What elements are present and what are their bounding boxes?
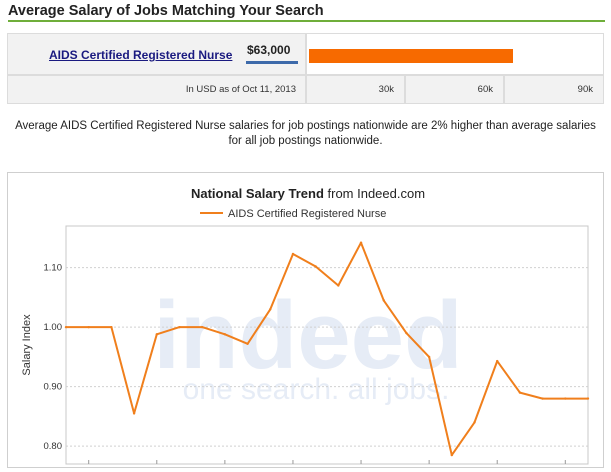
data-point bbox=[586, 397, 590, 400]
job-title-link[interactable]: AIDS Certified Registered Nurse bbox=[49, 48, 233, 62]
scale-tick-label: 90k bbox=[577, 84, 593, 95]
data-point bbox=[427, 355, 431, 359]
data-point bbox=[564, 397, 567, 400]
watermark-tagline: one search. all jobs. bbox=[183, 373, 450, 406]
plot-frame bbox=[65, 225, 589, 465]
salary-amount-underline bbox=[246, 61, 298, 64]
scale-tick-90k-cell: 90k bbox=[505, 76, 603, 103]
chart-title: National Salary Trend from Indeed.com bbox=[191, 186, 425, 201]
data-point bbox=[200, 325, 204, 329]
data-point bbox=[269, 308, 272, 311]
y-tick-label: 0.80 bbox=[44, 441, 63, 452]
salary-bar-cell bbox=[307, 34, 603, 74]
scale-tick-30k-cell: 30k bbox=[307, 76, 404, 103]
data-point bbox=[132, 412, 136, 415]
data-point bbox=[359, 241, 363, 244]
data-point bbox=[496, 359, 499, 363]
data-point bbox=[337, 284, 340, 287]
x-tick-label: Jan '12 bbox=[142, 466, 172, 467]
salary-bar bbox=[309, 49, 513, 63]
comparison-note: Average AIDS Certified Registered Nurse … bbox=[15, 120, 596, 147]
series-line bbox=[66, 241, 588, 457]
x-tick-label: Apr '12 bbox=[210, 466, 240, 467]
y-tick-label: 0.90 bbox=[44, 382, 63, 393]
data-point bbox=[518, 391, 522, 394]
data-point bbox=[450, 453, 454, 457]
data-point bbox=[473, 421, 476, 424]
data-point bbox=[382, 299, 385, 302]
data-point bbox=[64, 325, 68, 329]
data-point bbox=[246, 342, 249, 346]
salary-summary-box: AIDS Certified Registered Nurse $63,000 … bbox=[7, 33, 604, 104]
currency-date-label: In USD as of Oct 11, 2013 bbox=[185, 84, 296, 95]
scale-tick-label: 60k bbox=[477, 84, 493, 95]
y-tick-label: 1.00 bbox=[44, 322, 63, 333]
x-tick-label: Oct '12 bbox=[346, 466, 376, 467]
scale-tick-60k-cell: 60k bbox=[406, 76, 503, 103]
x-tick-label: Jan '13 bbox=[414, 466, 444, 467]
data-point bbox=[541, 397, 544, 400]
salary-amount: $63,000 bbox=[247, 43, 291, 57]
data-point bbox=[223, 333, 227, 336]
data-point bbox=[291, 252, 295, 256]
salary-trend-panel: indeed one search. all jobs. 0.80 0.90 1.00 1… bbox=[7, 172, 604, 468]
data-point bbox=[178, 325, 181, 329]
watermark-logo: indeed bbox=[153, 282, 462, 389]
y-axis-label: Salary Index bbox=[21, 314, 33, 376]
data-point bbox=[110, 325, 113, 329]
x-tick-label: Jul '12 bbox=[279, 466, 306, 467]
data-point bbox=[155, 333, 158, 336]
data-point bbox=[87, 325, 90, 329]
job-cell: AIDS Certified Registered Nurse $63,000 bbox=[8, 34, 305, 74]
currency-date-cell: In USD as of Oct 11, 2013 bbox=[8, 76, 305, 103]
data-point bbox=[314, 265, 317, 268]
y-tick-label: 1.10 bbox=[44, 263, 63, 274]
x-tick-label: Jul '13 bbox=[552, 466, 579, 467]
scale-tick-label: 30k bbox=[378, 84, 394, 95]
data-point bbox=[405, 331, 408, 335]
x-tick-label: Apr '13 bbox=[482, 466, 512, 467]
x-tick-label: Oct '11 bbox=[74, 466, 103, 467]
page-title: Average Salary of Jobs Matching Your Sea… bbox=[8, 2, 605, 22]
legend-label: AIDS Certified Registered Nurse bbox=[228, 208, 386, 220]
